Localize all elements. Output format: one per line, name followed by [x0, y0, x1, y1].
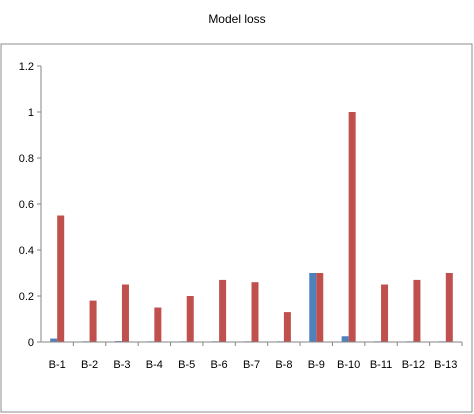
y-tick-label: 1.2 [19, 61, 34, 73]
bar-series-2 [154, 307, 162, 342]
y-tick-label: 0.2 [19, 291, 34, 303]
bar-series-2 [283, 312, 291, 342]
x-tick-label: B-2 [81, 359, 98, 371]
x-tick-label: B-7 [243, 359, 260, 371]
chart-title: Model loss [208, 12, 265, 26]
x-tick-label: B-4 [146, 359, 163, 371]
y-tick-label: 0.4 [19, 245, 34, 257]
x-tick-label: B-1 [49, 359, 66, 371]
x-tick-label: B-5 [178, 359, 195, 371]
bar-series-2 [413, 279, 421, 342]
bar-series-2 [316, 273, 324, 342]
x-tick-label: B-8 [275, 359, 292, 371]
y-tick-label: 1 [28, 107, 34, 119]
x-tick-label: B-6 [211, 359, 228, 371]
y-tick-label: 0.8 [19, 153, 34, 165]
bars-group [50, 112, 453, 342]
x-tick-label: B-11 [370, 359, 392, 371]
x-tick-label: B-9 [308, 359, 325, 371]
x-axis-ticks: B-1 B-2 B-3 B-4 B-5 B-6 B-7 B-8 B-9 B-10 B-11 B-12 B… [49, 342, 463, 371]
bar-series-1 [309, 273, 317, 342]
x-tick-label: B-3 [113, 359, 130, 371]
bar-series-2 [348, 112, 356, 342]
bar-series-1 [50, 338, 58, 342]
bar-series-2 [57, 215, 65, 342]
bar-series-2 [186, 296, 194, 342]
x-tick-label: B-13 [434, 359, 457, 371]
bar-series-2 [445, 273, 453, 342]
bar-series-1 [341, 336, 349, 342]
x-tick-label: B-10 [337, 359, 360, 371]
bar-series-2 [381, 284, 389, 342]
chart-frame [0, 43, 473, 413]
bar-series-2 [121, 284, 129, 342]
bar-series-2 [89, 300, 97, 342]
bar-series-2 [251, 282, 259, 342]
bar-series-2 [219, 279, 227, 342]
y-tick-label: 0 [28, 337, 34, 349]
x-tick-label: B-12 [402, 359, 425, 371]
y-tick-label: 0.6 [19, 199, 34, 211]
y-axis-ticks: 0 0.2 0.4 0.6 0.8 1 1.2 [19, 61, 41, 349]
